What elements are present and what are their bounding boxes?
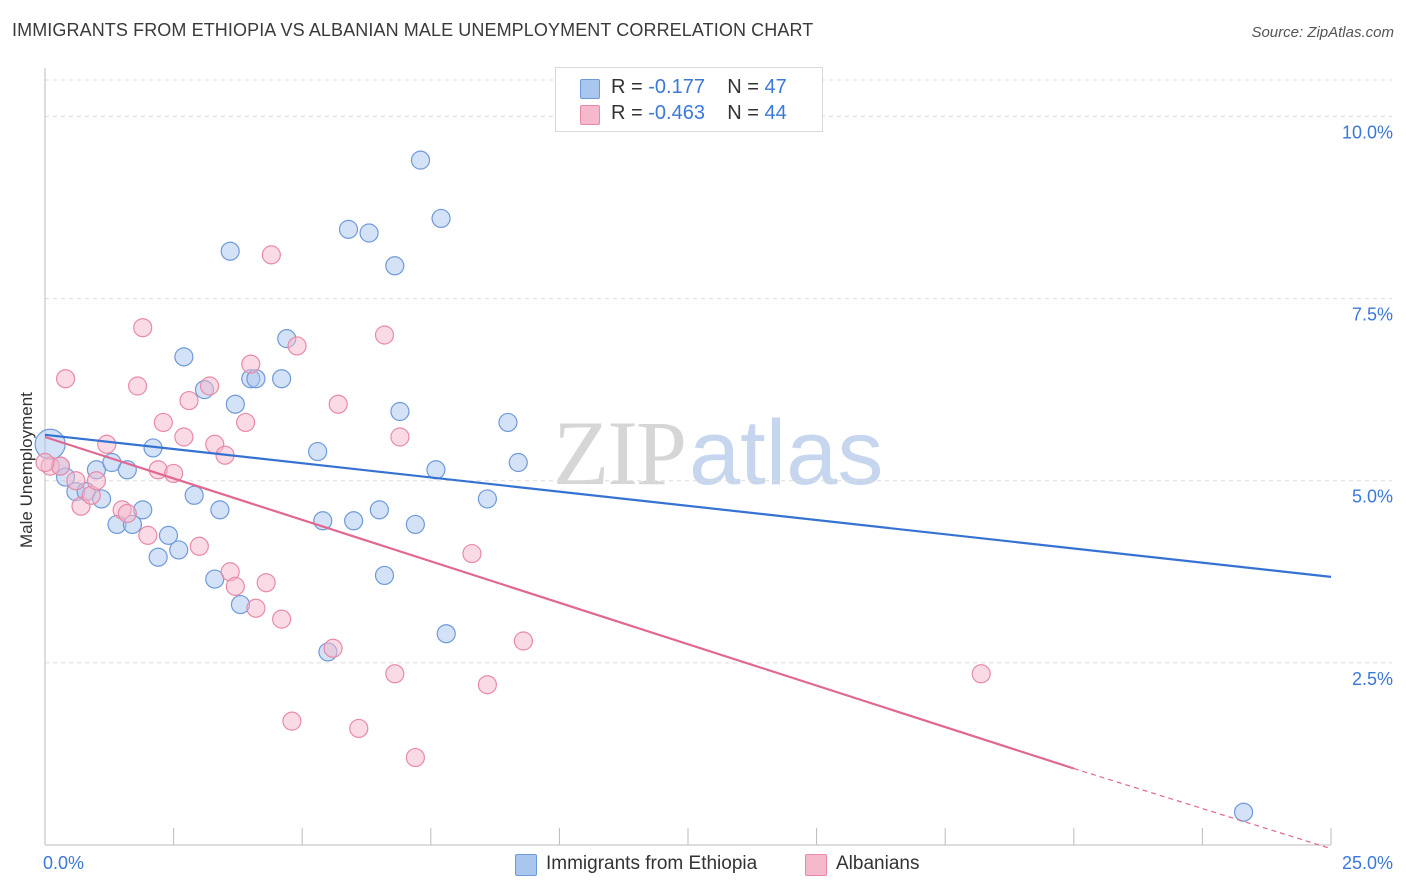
legend-stats-albanians: R = -0.463 N = 44 bbox=[611, 102, 787, 125]
data-point bbox=[410, 150, 431, 170]
data-point bbox=[205, 569, 225, 589]
n-value: 47 bbox=[764, 76, 787, 98]
data-point bbox=[200, 376, 220, 396]
r-value: -0.463 bbox=[648, 102, 705, 124]
data-point bbox=[158, 525, 179, 545]
chart-title: IMMIGRANTS FROM ETHIOPIA VS ALBANIAN MAL… bbox=[12, 20, 814, 40]
y-tick-label: 7.5% bbox=[1352, 305, 1393, 325]
data-point bbox=[508, 452, 528, 473]
data-point bbox=[138, 525, 158, 545]
data-point bbox=[189, 536, 209, 556]
data-point bbox=[405, 747, 425, 768]
data-point bbox=[184, 485, 204, 505]
data-point bbox=[405, 514, 425, 535]
data-point bbox=[349, 718, 369, 739]
data-point bbox=[220, 241, 240, 261]
data-point bbox=[153, 412, 173, 433]
data-point bbox=[97, 434, 117, 454]
data-point bbox=[127, 376, 148, 396]
legend-swatch-blue bbox=[580, 79, 600, 99]
watermark-zip: ZIP bbox=[553, 402, 687, 504]
data-point bbox=[328, 394, 348, 414]
data-point bbox=[374, 325, 395, 345]
trendline-ethiopia bbox=[44, 433, 1332, 578]
x-tick-label-max: 25.0% bbox=[1342, 853, 1393, 873]
legend-label-albanians: Albanians bbox=[836, 853, 920, 874]
correlation-legend: R = -0.177 N = 47 R = -0.463 N = 44 bbox=[555, 67, 823, 132]
data-point bbox=[323, 638, 343, 658]
data-point bbox=[1233, 802, 1254, 822]
data-point bbox=[431, 208, 451, 229]
data-point bbox=[369, 500, 389, 520]
data-point bbox=[179, 390, 199, 411]
data-point bbox=[374, 565, 395, 586]
legend-swatch-blue bbox=[515, 854, 537, 876]
data-point bbox=[272, 609, 292, 629]
data-point bbox=[287, 336, 307, 356]
data-point bbox=[225, 576, 245, 596]
data-point bbox=[86, 471, 107, 491]
data-point bbox=[344, 511, 364, 531]
data-point bbox=[210, 500, 230, 520]
data-point bbox=[462, 543, 482, 564]
legend-label-ethiopia: Immigrants from Ethiopia bbox=[546, 853, 758, 874]
data-point bbox=[436, 624, 456, 644]
n-label: N = bbox=[727, 102, 759, 124]
r-value: -0.177 bbox=[648, 76, 705, 98]
trendline-albanians bbox=[44, 435, 1075, 770]
data-point bbox=[498, 412, 518, 433]
data-point bbox=[385, 256, 405, 276]
data-point bbox=[256, 573, 276, 593]
data-point bbox=[390, 427, 410, 447]
data-point bbox=[338, 219, 359, 239]
x-tick-label-min: 0.0% bbox=[43, 853, 84, 873]
n-value: 44 bbox=[764, 102, 787, 124]
data-point bbox=[55, 369, 76, 389]
r-label: R = bbox=[611, 102, 643, 124]
r-label: R = bbox=[611, 76, 643, 98]
data-point bbox=[35, 452, 55, 473]
data-point bbox=[246, 598, 266, 618]
data-point bbox=[66, 471, 86, 491]
data-point bbox=[261, 245, 281, 265]
series-legend: Immigrants from Ethiopia Albanians bbox=[0, 852, 1406, 878]
data-point bbox=[169, 540, 189, 560]
data-point bbox=[385, 664, 405, 684]
data-point bbox=[241, 354, 261, 374]
watermark-atlas: atlas bbox=[689, 402, 884, 504]
data-point bbox=[225, 394, 245, 414]
tick-labels: 2.5% 5.0% 7.5% 10.0% 0.0% 25.0% bbox=[43, 122, 1393, 873]
data-point bbox=[426, 460, 446, 480]
data-point bbox=[272, 369, 292, 389]
n-label: N = bbox=[727, 76, 759, 98]
data-point bbox=[477, 489, 497, 509]
data-point bbox=[117, 503, 137, 524]
data-point bbox=[971, 664, 991, 684]
series-albanians bbox=[35, 245, 991, 768]
y-tick-label: 2.5% bbox=[1352, 669, 1393, 689]
data-point bbox=[148, 547, 168, 567]
data-point bbox=[308, 441, 328, 462]
series-immigrants-from-ethiopia bbox=[34, 150, 1254, 822]
data-point bbox=[236, 412, 256, 433]
data-point bbox=[282, 711, 302, 731]
legend-stats-ethiopia: R = -0.177 N = 47 bbox=[611, 76, 787, 99]
data-point bbox=[477, 675, 497, 695]
data-point bbox=[174, 347, 194, 367]
legend-swatch-pink bbox=[805, 854, 827, 876]
data-point bbox=[513, 631, 533, 651]
y-tick-label: 5.0% bbox=[1352, 487, 1393, 507]
data-point bbox=[359, 223, 379, 243]
data-point bbox=[174, 427, 194, 447]
watermark: ZIPatlas bbox=[553, 400, 883, 506]
trend-lines bbox=[44, 433, 1332, 850]
legend-swatch-pink bbox=[580, 105, 600, 125]
source-credit: Source: ZipAtlas.com bbox=[1251, 24, 1394, 41]
data-point bbox=[133, 318, 153, 338]
y-tick-label: 10.0% bbox=[1342, 122, 1393, 142]
data-point bbox=[390, 401, 410, 422]
